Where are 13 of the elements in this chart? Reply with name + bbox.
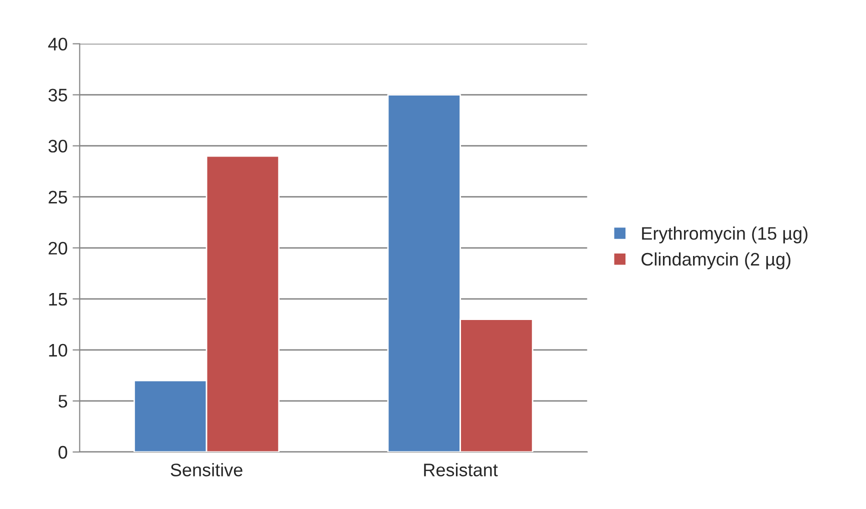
y-tick-label: 0: [58, 446, 68, 459]
y-tick-label: 25: [48, 190, 68, 204]
y-tick-label: 15: [49, 293, 68, 306]
x-tick-label: Resistant: [424, 463, 498, 476]
x-tick-label: Sensitive: [170, 463, 242, 476]
y-tick-label: 40: [48, 38, 68, 50]
y-tick-label: 30: [48, 140, 68, 153]
y-tick-label: 5: [58, 395, 68, 408]
y-tick-label: 35: [48, 88, 68, 102]
y-tick-label: 10: [49, 344, 68, 357]
legend-label: Erythromycin (15 µg): [642, 226, 808, 244]
legend-label: Clindamycin (2 µg): [642, 252, 790, 270]
y-tick-label: 20: [48, 242, 68, 255]
